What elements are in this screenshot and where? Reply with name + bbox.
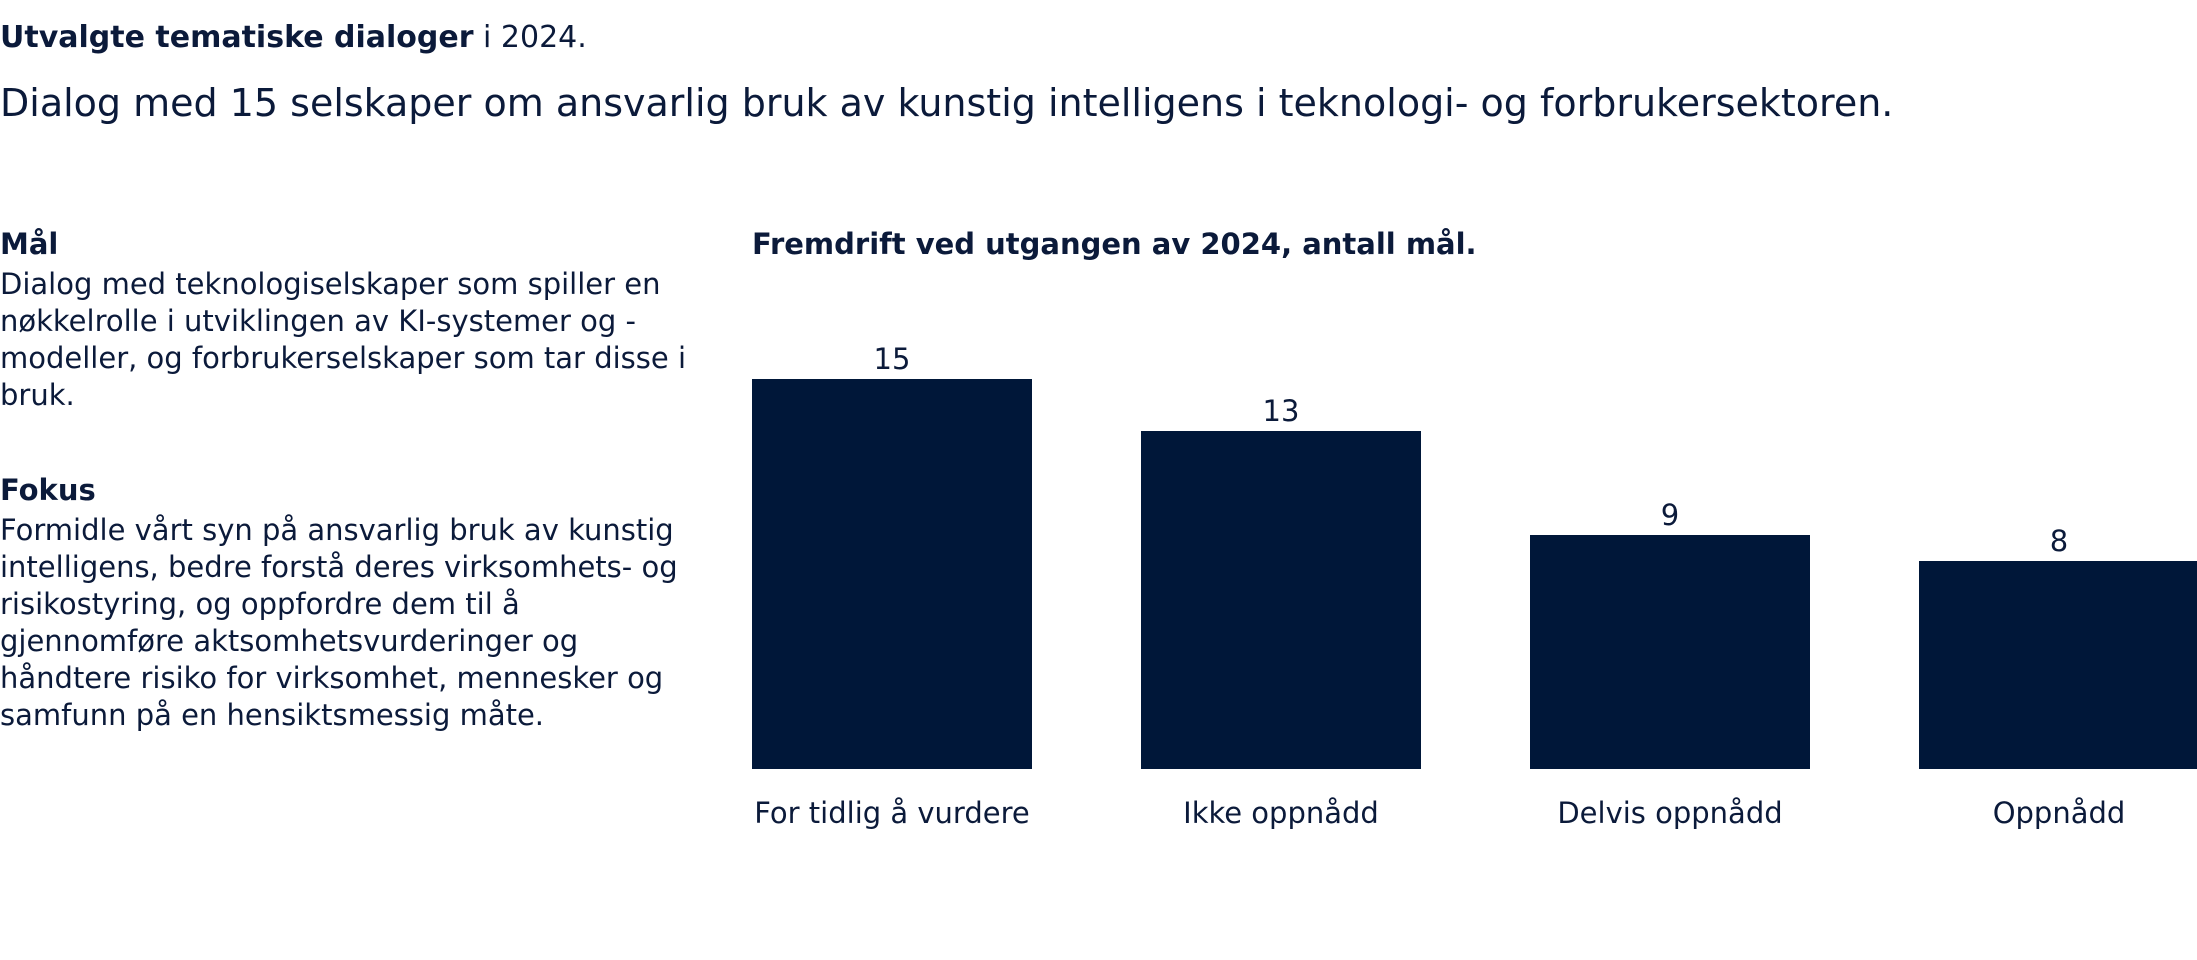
goal-title: Mål [0,227,59,261]
bar-1 [752,379,1032,769]
goal-section: Mål Dialog med teknologiselskaper som sp… [0,226,690,414]
value-label-3: 9 [1661,498,1679,532]
page-title: Dialog med 15 selskaper om ansvarlig bru… [0,81,1894,125]
value-label-1: 15 [874,342,911,376]
bar-chart: 15 For tidlig å vurdere 13 Ikke oppnådd 9 Del… [752,342,2197,830]
category-label-4: Oppnådd [1993,796,2126,830]
header: Utvalgte tematiske dialoger i 2024. Dial… [0,18,2197,126]
category-label-2: Ikke oppnådd [1183,796,1379,830]
category-label-3: Delvis oppnådd [1557,796,1782,830]
kicker: Utvalgte tematiske dialoger i 2024. [0,18,2197,58]
category-label-1: For tidlig å vurdere [754,796,1029,830]
focus-section: Fokus Formidle vårt syn på ansvarlig bru… [0,472,690,734]
bar-4 [1919,561,2197,769]
bar-3 [1530,535,1810,769]
kicker-bold: Utvalgte tematiske dialoger [0,20,474,55]
info-column: Mål Dialog med teknologiselskaper som sp… [0,226,690,734]
focus-title: Fokus [0,473,96,507]
kicker-rest: i 2024. [473,20,587,55]
value-label-2: 13 [1263,394,1300,428]
goal-body: Dialog med teknologiselskaper som spille… [0,267,687,412]
chart-title: Fremdrift ved utgangen av 2024, antall m… [752,227,1477,261]
bar-2 [1141,431,1421,769]
focus-body: Formidle vårt syn på ansvarlig bruk av k… [0,513,678,732]
value-label-4: 8 [2050,524,2068,558]
